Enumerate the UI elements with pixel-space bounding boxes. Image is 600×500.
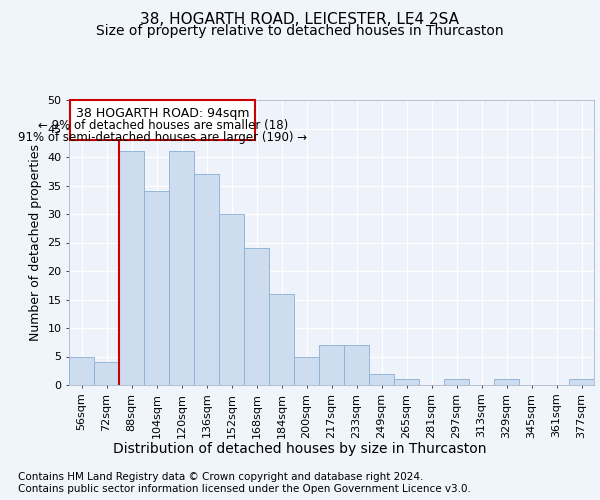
Bar [394,380,419,385]
Text: Size of property relative to detached houses in Thurcaston: Size of property relative to detached ho… [96,24,504,38]
Bar [169,152,194,385]
Bar [344,345,369,385]
Bar [269,294,294,385]
Bar [494,380,519,385]
Bar [94,362,119,385]
Bar [144,191,169,385]
Bar [69,356,94,385]
Text: Contains HM Land Registry data © Crown copyright and database right 2024.: Contains HM Land Registry data © Crown c… [18,472,424,482]
Text: 38 HOGARTH ROAD: 94sqm: 38 HOGARTH ROAD: 94sqm [76,108,250,120]
Bar [219,214,244,385]
Text: Contains public sector information licensed under the Open Government Licence v3: Contains public sector information licen… [18,484,471,494]
Bar [319,345,344,385]
Bar [294,356,319,385]
Bar [244,248,269,385]
Bar [444,380,469,385]
Text: 91% of semi-detached houses are larger (190) →: 91% of semi-detached houses are larger (… [18,131,307,144]
Bar [119,152,144,385]
Text: 38, HOGARTH ROAD, LEICESTER, LE4 2SA: 38, HOGARTH ROAD, LEICESTER, LE4 2SA [140,12,460,28]
Bar [194,174,219,385]
Bar [569,380,594,385]
Bar [369,374,394,385]
FancyBboxPatch shape [70,100,255,140]
Text: ← 9% of detached houses are smaller (18): ← 9% of detached houses are smaller (18) [38,120,288,132]
Text: Distribution of detached houses by size in Thurcaston: Distribution of detached houses by size … [113,442,487,456]
Y-axis label: Number of detached properties: Number of detached properties [29,144,41,341]
